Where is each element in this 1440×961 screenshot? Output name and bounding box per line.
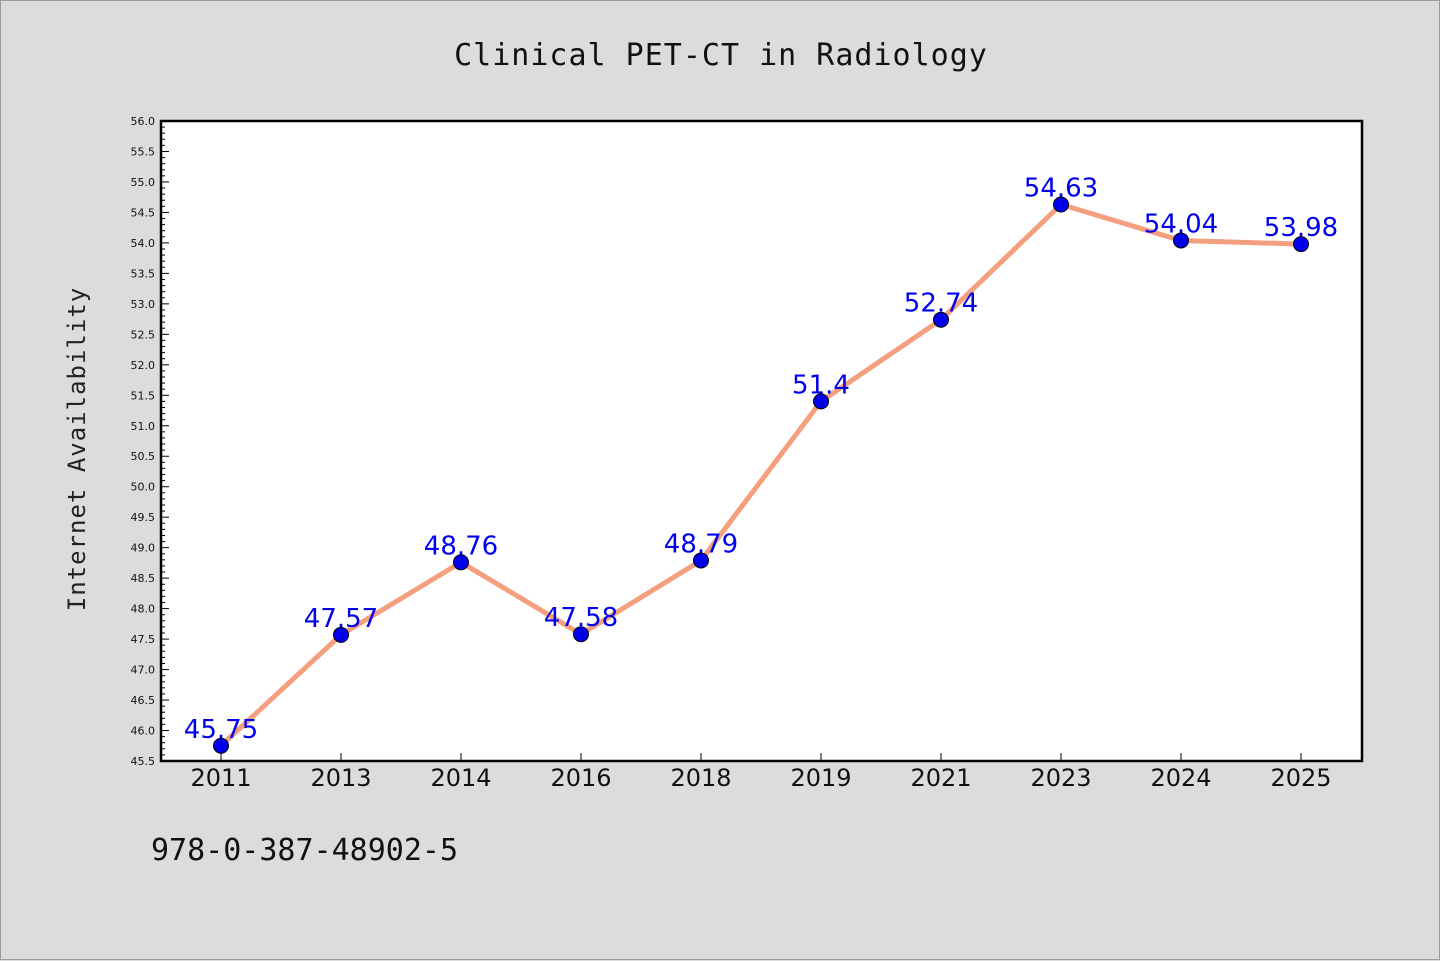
series-line-group xyxy=(213,196,1309,754)
data-point-marker xyxy=(813,393,829,410)
y-tick-label: 54.5 xyxy=(131,206,156,219)
data-label: 45.75 xyxy=(184,715,258,745)
y-axis-label: Internet Availability xyxy=(63,287,91,611)
data-point-marker xyxy=(213,737,229,754)
data-label: 52.74 xyxy=(904,289,978,319)
y-tick-label: 48.5 xyxy=(131,572,156,585)
footnote-isbn: 978-0-387-48902-5 xyxy=(151,833,459,868)
x-tick-label: 2016 xyxy=(550,764,611,792)
data-labels-group: 45.75 47.57 48.76 47.58 48.79 51.4 52.74 54.63 5… xyxy=(184,174,1338,745)
y-tick-label: 47.5 xyxy=(131,633,156,646)
data-point-marker xyxy=(573,626,589,643)
y-tick-label: 55.0 xyxy=(131,176,156,189)
y-tick-label: 56.0 xyxy=(131,115,156,128)
data-label: 47.57 xyxy=(304,604,378,634)
series-line xyxy=(218,202,1304,749)
x-tick-label: 2021 xyxy=(910,764,971,792)
y-tick-label: 53.0 xyxy=(131,298,156,311)
y-axis-ticks: 45.5 46.0 46.5 47.0 47.5 48.0 48.5 49.0 49.5 50.0… xyxy=(131,115,169,768)
x-tick-label: 2019 xyxy=(790,764,851,792)
x-axis-ticks: 2011 2013 2014 2016 2018 2019 2021 2023 2024 2025 xyxy=(190,753,1332,792)
data-point-marker xyxy=(1293,236,1309,253)
data-point-marker xyxy=(693,552,709,569)
x-tick-label: 2014 xyxy=(430,764,491,792)
data-label: 48.79 xyxy=(664,529,738,559)
x-tick-label: 2013 xyxy=(310,764,371,792)
data-point-marker xyxy=(453,554,469,571)
chart-title: Clinical PET-CT in Radiology xyxy=(454,38,988,73)
plot-area xyxy=(159,119,1364,763)
data-point-marker xyxy=(333,626,349,643)
x-tick-label: 2025 xyxy=(1270,764,1331,792)
y-tick-label: 50.0 xyxy=(131,481,156,494)
y-tick-label: 52.5 xyxy=(131,328,156,341)
y-tick-label: 52.0 xyxy=(131,359,156,372)
data-point-marker xyxy=(933,311,949,328)
y-tick-label: 48.0 xyxy=(131,603,156,616)
data-label: 48.76 xyxy=(424,531,498,561)
y-tick-label: 55.5 xyxy=(131,145,156,158)
data-label: 51.4 xyxy=(792,370,850,400)
y-tick-label: 49.5 xyxy=(131,511,156,524)
x-tick-label: 2011 xyxy=(190,764,251,792)
data-label: 53.98 xyxy=(1264,213,1338,243)
y-tick-label: 45.5 xyxy=(131,755,156,768)
y-tick-label: 50.5 xyxy=(131,450,156,463)
y-tick-label: 49.0 xyxy=(131,542,156,555)
data-point-marker xyxy=(1173,232,1189,249)
y-tick-label: 53.5 xyxy=(131,267,156,280)
y-tick-label: 51.5 xyxy=(131,389,156,402)
x-tick-label: 2024 xyxy=(1150,764,1211,792)
y-tick-label: 46.0 xyxy=(131,725,156,738)
y-tick-label: 51.0 xyxy=(131,420,156,433)
data-label: 54.04 xyxy=(1144,209,1218,239)
data-label: 54.63 xyxy=(1024,174,1098,204)
data-label: 47.58 xyxy=(544,603,618,633)
data-point-marker xyxy=(1053,196,1069,213)
x-tick-label: 2023 xyxy=(1030,764,1091,792)
x-tick-label: 2018 xyxy=(670,764,731,792)
y-tick-label: 46.5 xyxy=(131,694,156,707)
y-tick-label: 54.0 xyxy=(131,237,156,250)
y-tick-label: 47.0 xyxy=(131,664,156,677)
